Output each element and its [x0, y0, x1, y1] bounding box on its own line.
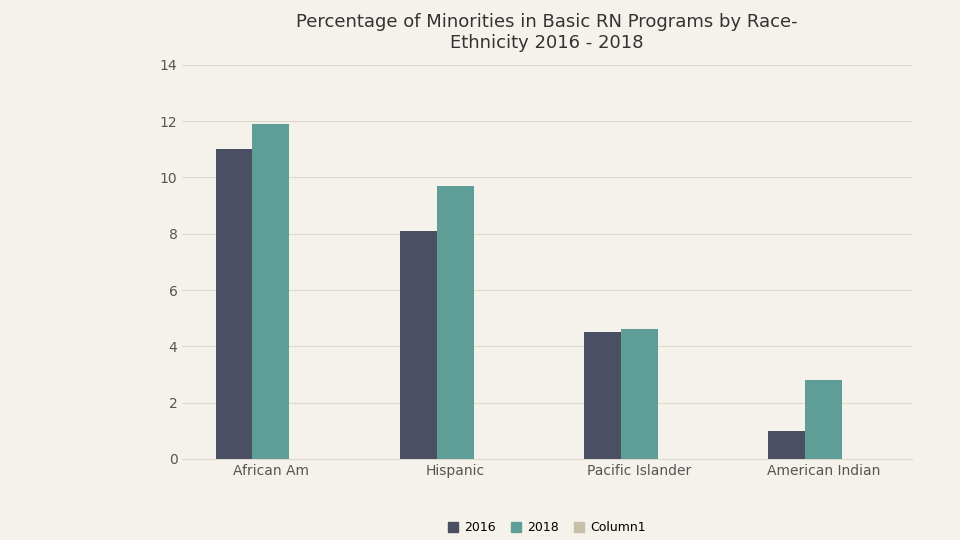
Bar [805, 380, 842, 459]
Legend: 2016, 2018, Column1: 2016, 2018, Column1 [444, 516, 651, 539]
Bar [768, 431, 805, 459]
Bar [399, 231, 437, 459]
Bar [584, 332, 621, 459]
Bar [621, 329, 658, 459]
Title: Percentage of Minorities in Basic RN Programs by Race-
Ethnicity 2016 - 2018: Percentage of Minorities in Basic RN Pro… [297, 14, 798, 52]
Bar [252, 124, 289, 459]
Bar [216, 149, 252, 459]
Bar [437, 186, 473, 459]
